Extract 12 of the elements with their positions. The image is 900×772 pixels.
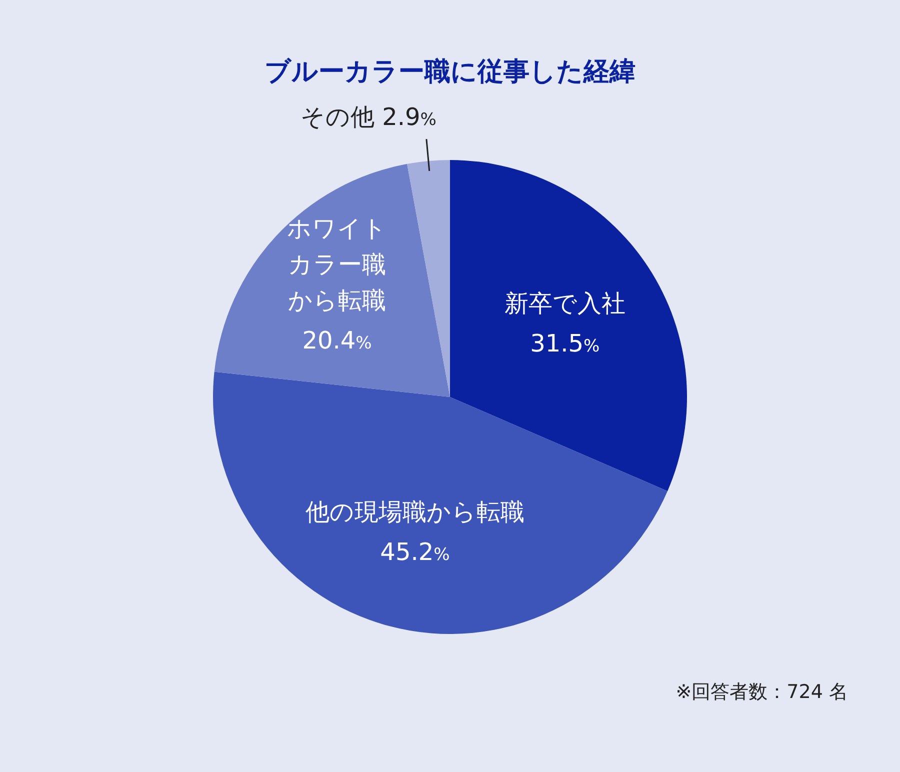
data-label: 31.5%	[530, 330, 600, 358]
slice-label: 他の現場職から転職	[305, 498, 524, 526]
slice-label: 新卒で入社	[504, 290, 626, 318]
slice: ホワイトカラー職から転職 20.4%	[214, 164, 450, 397]
slice: 新卒で入社 31.5%	[450, 160, 687, 492]
data-label: 20.4%	[302, 326, 372, 354]
slice: 他の現場職から転職 45.2%	[213, 372, 668, 634]
slice-label: ホワイトカラー職から転職	[287, 214, 388, 314]
label: その他 2.9%	[300, 103, 436, 132]
data-label: 45.2%	[380, 538, 450, 566]
annotation: ※回答者数：724 名	[676, 681, 848, 703]
title: ブルーカラー職に従事した経緯	[264, 57, 636, 87]
